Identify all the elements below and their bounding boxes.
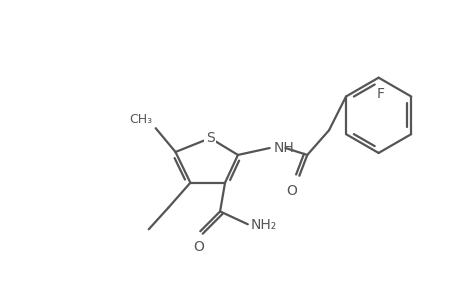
Text: NH: NH (273, 141, 294, 155)
Text: NH₂: NH₂ (250, 218, 276, 232)
Text: O: O (192, 240, 203, 254)
Text: O: O (285, 184, 296, 198)
Text: F: F (376, 87, 384, 100)
Text: S: S (205, 131, 214, 145)
Text: CH₃: CH₃ (129, 113, 152, 126)
